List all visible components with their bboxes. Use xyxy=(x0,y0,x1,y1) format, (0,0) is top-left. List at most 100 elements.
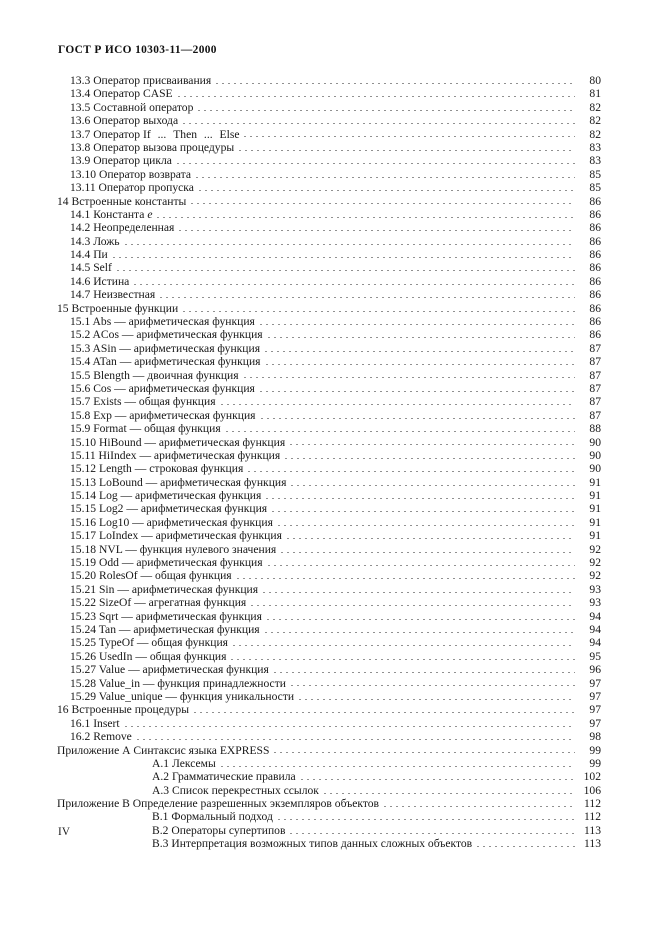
toc-leader-dots xyxy=(288,436,575,449)
toc-entry-page-number: 86 xyxy=(589,301,601,315)
toc-entry-label: 16.1 Insert xyxy=(70,716,120,730)
toc-entry[interactable]: 14.3 Ложь 86 xyxy=(0,235,661,248)
toc-entry[interactable]: 14.4 Пи 86 xyxy=(0,248,661,261)
toc-entry[interactable]: 15.8 Exp — арифметическая функция 87 xyxy=(0,409,661,422)
toc-entry[interactable]: 15.14 Log — арифметическая функция 91 xyxy=(0,489,661,502)
toc-entry[interactable]: 15.18 NVL — функция нулевого значения 92 xyxy=(0,543,661,556)
toc-leader-dots xyxy=(261,583,575,596)
toc-entry[interactable]: 15.5 Blength — двоичная функция 87 xyxy=(0,369,661,382)
toc-entry[interactable]: 14.1 Константа e 86 xyxy=(0,208,661,221)
toc-entry[interactable]: 16.1 Insert 97 xyxy=(0,717,661,730)
toc-entry[interactable]: 13.7 Оператор If ... Then ... Else 82 xyxy=(0,128,661,141)
toc-entry[interactable]: 15.28 Value_in — функция принадлежности 9… xyxy=(0,677,661,690)
toc-leader-dots xyxy=(265,328,575,341)
toc-entry[interactable]: 15.10 HiBound — арифметическая функция 90 xyxy=(0,436,661,449)
toc-entry[interactable]: 15.22 SizeOf — агрегатная функция 93 xyxy=(0,596,661,609)
toc-entry-page-number: 94 xyxy=(589,623,601,636)
toc-entry[interactable]: 14.5 Self 86 xyxy=(0,261,661,274)
toc-entry[interactable]: 14.6 Истина 86 xyxy=(0,275,661,288)
toc-entry[interactable]: 15.26 UsedIn — общая функция 95 xyxy=(0,650,661,663)
toc-entry-label: 15.6 Cos — арифметическая функция xyxy=(70,381,255,395)
toc-entry[interactable]: 15.4 ATan — арифметическая функция 87 xyxy=(0,355,661,368)
toc-entry[interactable]: В.1 Формальный подход 112 xyxy=(0,810,661,823)
toc-entry-page-number: 85 xyxy=(589,167,601,181)
toc-entry-label: 15.23 Sqrt — арифметическая функция xyxy=(70,609,262,623)
toc-leader-dots xyxy=(279,543,575,556)
toc-entry-page-number: 87 xyxy=(589,368,601,382)
toc-entry[interactable]: 15.29 Value_unique — функция уникальност… xyxy=(0,690,661,703)
toc-entry-label: 13.7 Оператор If ... Then ... Else xyxy=(70,127,240,141)
toc-entry-page-number: 86 xyxy=(589,207,601,221)
toc-entry[interactable]: 14.2 Неопределенная 86 xyxy=(0,221,661,234)
toc-entry-label: 14.3 Ложь xyxy=(70,234,120,248)
toc-leader-dots xyxy=(270,503,575,516)
toc-entry-label: 13.6 Оператор выхода xyxy=(70,114,179,128)
toc-entry[interactable]: 15.17 LoIndex — арифметическая функция 91 xyxy=(0,529,661,542)
toc-leader-dots xyxy=(214,74,575,87)
toc-entry-page-number: 88 xyxy=(589,422,601,436)
toc-entry[interactable]: В.3 Интерпретация возможных типов данных… xyxy=(0,837,661,850)
toc-entry[interactable]: 15.11 HiIndex — арифметическая функция 90 xyxy=(0,449,661,462)
toc-entry[interactable]: 15.1 Abs — арифметическая функция 86 xyxy=(0,315,661,328)
toc-leader-dots xyxy=(297,690,575,703)
toc-entry[interactable]: 16 Встроенные процедуры 97 xyxy=(0,703,661,716)
toc-entry-page-number: 94 xyxy=(589,609,601,623)
toc-entry[interactable]: 13.11 Оператор пропуска 85 xyxy=(0,181,661,194)
toc-leader-dots xyxy=(174,154,575,167)
toc-entry[interactable]: 15.3 ASin — арифметическая функция 87 xyxy=(0,342,661,355)
toc-entry[interactable]: Приложение А Синтаксис языка EXPRESS 99 xyxy=(0,744,661,757)
toc-entry[interactable]: 15.2 ACos — арифметическая функция 86 xyxy=(0,328,661,341)
toc-entry[interactable]: 13.6 Оператор выхода 82 xyxy=(0,114,661,127)
toc-entry[interactable]: Приложение В Определение разрешенных экз… xyxy=(0,797,661,810)
toc-entry[interactable]: 15.24 Tan — арифметическая функция 94 xyxy=(0,623,661,636)
toc-leader-dots xyxy=(218,757,575,770)
toc-entry[interactable]: В.2 Операторы супертипов 113 xyxy=(0,824,661,837)
toc-entry[interactable]: 13.4 Оператор CASE 81 xyxy=(0,87,661,100)
toc-entry[interactable]: 13.3 Оператор присваивания 80 xyxy=(0,74,661,87)
toc-entry[interactable]: 15.12 Length — строковая функция 90 xyxy=(0,462,661,475)
toc-entry[interactable]: 15.16 Log10 — арифметическая функция 91 xyxy=(0,516,661,529)
toc-entry[interactable]: 14.7 Неизвестная 86 xyxy=(0,288,661,301)
toc-entry[interactable]: 14 Встроенные константы 86 xyxy=(0,195,661,208)
toc-entry[interactable]: 15.20 RolesOf — общая функция 92 xyxy=(0,569,661,582)
toc-entry-page-number: 87 xyxy=(589,355,601,369)
toc-leader-dots xyxy=(257,382,575,395)
toc-entry-label: 15.12 Length — строковая функция xyxy=(70,462,244,476)
toc-entry[interactable]: 15.7 Exists — общая функция 87 xyxy=(0,395,661,408)
toc-entry[interactable]: 15.9 Format — общая функция 88 xyxy=(0,422,661,435)
toc-entry[interactable]: 13.5 Составной оператор 82 xyxy=(0,101,661,114)
toc-entry-page-number: 94 xyxy=(589,636,601,650)
toc-entry[interactable]: 15.19 Odd — арифметическая функция 92 xyxy=(0,556,661,569)
toc-entry[interactable]: 15.27 Value — арифметическая функция 96 xyxy=(0,663,661,676)
toc-leader-dots xyxy=(264,489,575,502)
toc-entry[interactable]: 15.25 TypeOf — общая функция 94 xyxy=(0,636,661,649)
toc-entry[interactable]: 16.2 Remove 98 xyxy=(0,730,661,743)
toc-leader-dots xyxy=(234,569,575,582)
toc-entry-page-number: 82 xyxy=(589,114,601,128)
toc-entry[interactable]: А.2 Грамматические правила 102 xyxy=(0,770,661,783)
toc-entry[interactable]: 15.15 Log2 — арифметическая функция 91 xyxy=(0,502,661,516)
toc-entry[interactable]: 15.23 Sqrt — арифметическая функция 94 xyxy=(0,610,661,623)
toc-leader-dots xyxy=(155,208,575,221)
toc-entry-page-number: 86 xyxy=(589,221,601,235)
toc-entry[interactable]: А.1 Лексемы 99 xyxy=(0,757,661,770)
toc-entry-label: 15.25 TypeOf — общая функция xyxy=(70,636,229,650)
toc-entry-page-number: 112 xyxy=(584,810,601,824)
toc-entry[interactable]: 13.8 Оператор вызова процедуры 83 xyxy=(0,141,661,154)
toc-entry[interactable]: А.3 Список перекрестных ссылок 106 xyxy=(0,784,661,797)
toc-entry-page-number: 95 xyxy=(589,649,601,663)
toc-entry-page-number: 97 xyxy=(589,703,601,717)
toc-entry[interactable]: 15.6 Cos — арифметическая функция 87 xyxy=(0,382,661,395)
toc-entry-page-number: 90 xyxy=(589,435,601,449)
toc-entry[interactable]: 13.9 Оператор цикла 83 xyxy=(0,154,661,167)
toc-entry[interactable]: 15.21 Sin — арифметическая функция 93 xyxy=(0,583,661,596)
toc-entry-label: 13.4 Оператор CASE xyxy=(70,87,173,101)
toc-entry-page-number: 86 xyxy=(589,261,601,275)
toc-leader-dots xyxy=(114,261,575,274)
toc-entry[interactable]: 13.10 Оператор возврата 85 xyxy=(0,168,661,181)
toc-entry[interactable]: 15.13 LoBound — арифметическая функция 91 xyxy=(0,476,661,489)
toc-leader-dots xyxy=(231,636,575,649)
toc-entry[interactable]: 15 Встроенные функции 86 xyxy=(0,302,661,315)
toc-entry-label: В.3 Интерпретация возможных типов данных… xyxy=(152,837,473,851)
toc-leader-dots xyxy=(177,221,575,234)
